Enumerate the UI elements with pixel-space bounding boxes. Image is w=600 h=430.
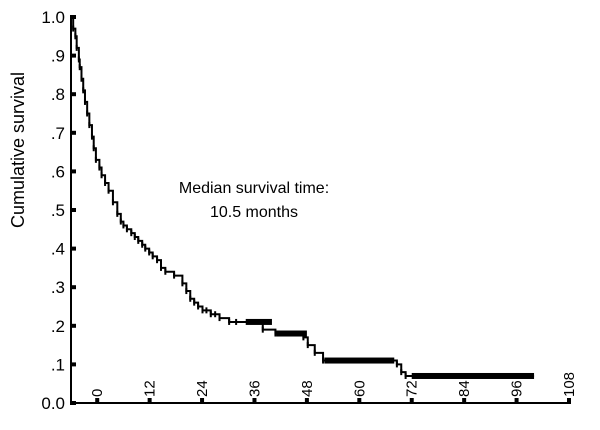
x-tick-label: 24 — [194, 380, 211, 397]
x-ticks: 0 12 24 36 48 60 72 84 96 108 — [89, 372, 578, 404]
y-axis-label: Cumulative survival — [8, 72, 28, 228]
x-tick-label: 72 — [404, 380, 421, 397]
x-tick-label: 84 — [456, 380, 473, 397]
y-tick-label: .2 — [51, 317, 65, 336]
y-tick-label: .9 — [51, 47, 65, 66]
y-ticks: 0.0 .1 .2 .3 .4 .5 .6 .7 .8 .9 1.0 — [41, 8, 76, 413]
annotation-line-1: Median survival time: — [179, 180, 329, 197]
censored-segment — [324, 357, 395, 364]
y-tick-label: .6 — [51, 162, 65, 181]
censored-segment — [276, 330, 307, 337]
x-tick-label: 36 — [246, 380, 263, 397]
x-tick-label: 0 — [89, 389, 106, 397]
censored-segment — [411, 372, 535, 379]
x-tick-label: 96 — [509, 380, 526, 397]
axes — [70, 17, 569, 404]
censored-segment — [245, 318, 272, 325]
x-tick-label: 108 — [561, 372, 578, 397]
x-tick-label: 12 — [142, 380, 159, 397]
y-tick-label: .7 — [51, 124, 65, 143]
y-tick-label: 1.0 — [41, 8, 65, 27]
y-tick-label: .4 — [51, 240, 65, 259]
y-tick-label: .8 — [51, 85, 65, 104]
annotation-line-2: 10.5 months — [210, 204, 298, 221]
y-tick-label: .1 — [51, 355, 65, 374]
y-tick-label: 0.0 — [41, 394, 65, 413]
y-tick-label: .3 — [51, 278, 65, 297]
x-tick-label: 60 — [351, 380, 368, 397]
series-layer — [71, 16, 535, 379]
y-tick-label: .5 — [51, 201, 65, 220]
x-tick-label: 48 — [299, 380, 316, 397]
